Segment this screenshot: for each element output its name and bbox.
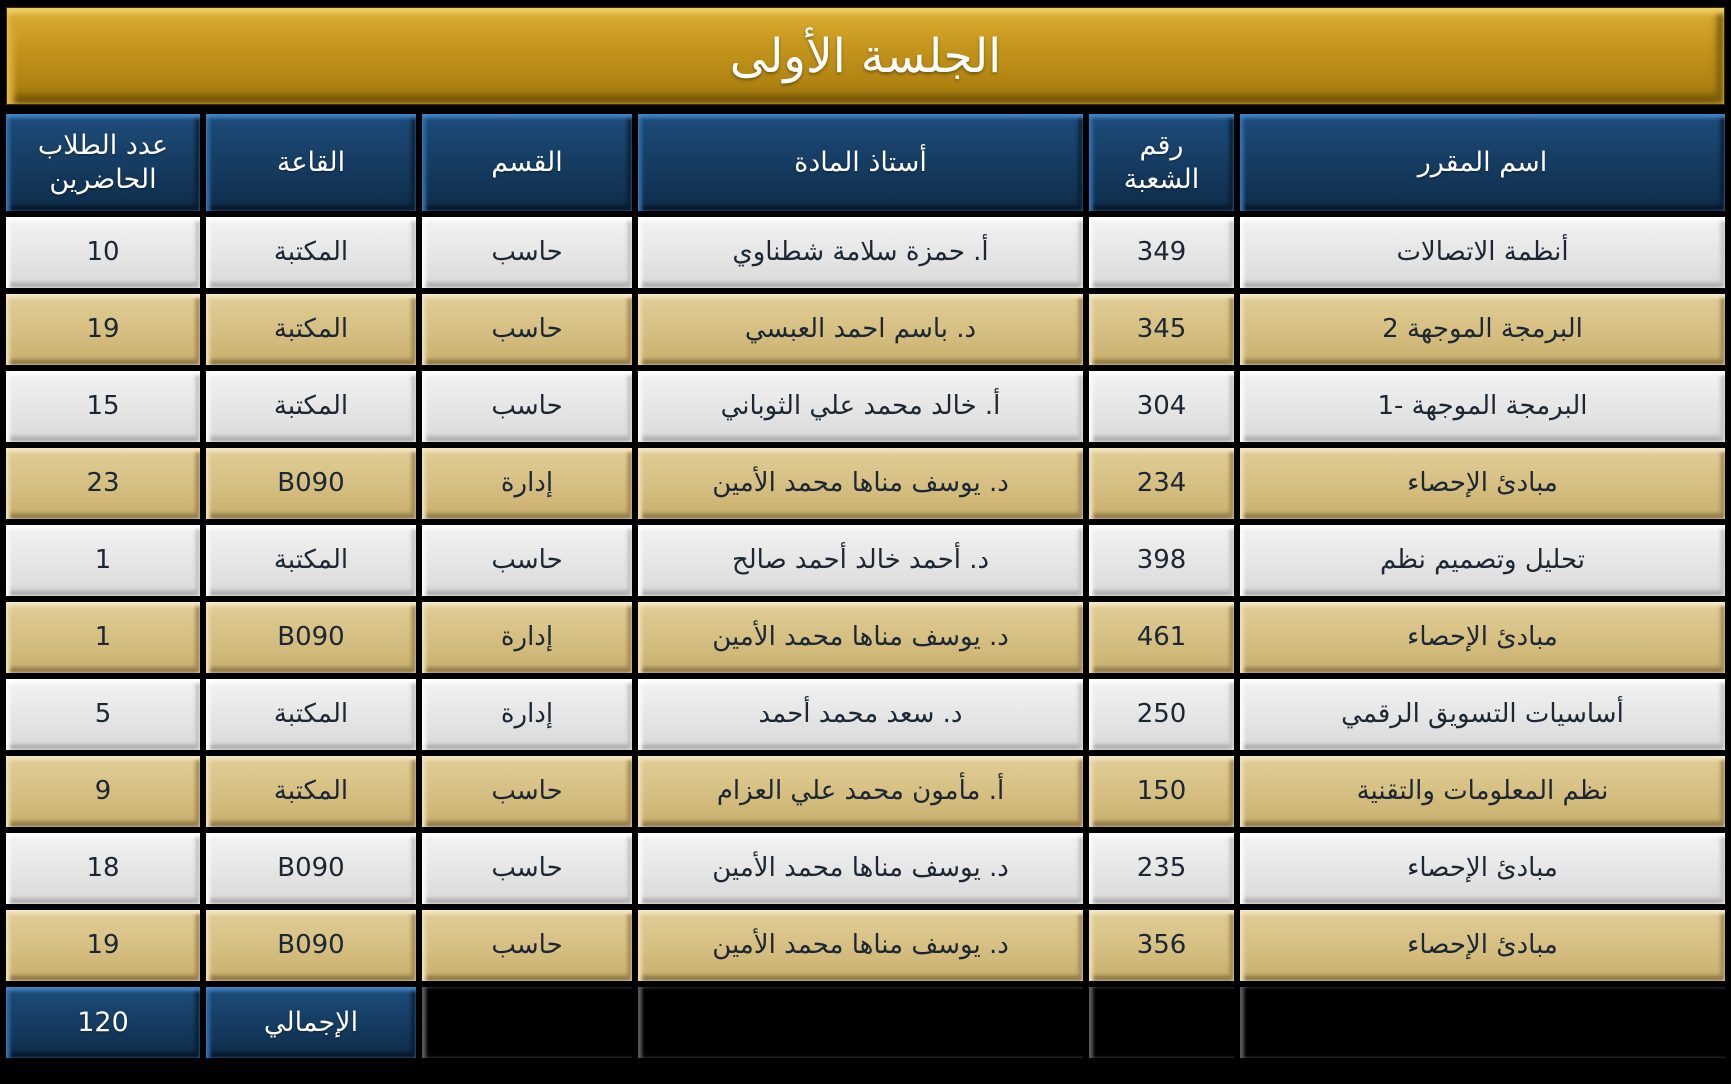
hall-cell: المكتبة <box>206 756 416 827</box>
instructor-cell: د. يوسف مناها محمد الأمين <box>638 910 1083 981</box>
table-row: مبادئ الإحصاء 235 د. يوسف مناها محمد الأ… <box>6 833 1725 904</box>
instructor-cell: أ. حمزة سلامة شطناوي <box>638 217 1083 288</box>
header-department: القسم <box>422 114 632 211</box>
instructor-cell: د. أحمد خالد أحمد صالح <box>638 525 1083 596</box>
total-empty-cell <box>422 987 632 1058</box>
department-cell: حاسب <box>422 756 632 827</box>
hall-cell: المكتبة <box>206 679 416 750</box>
attendees-cell: 1 <box>6 602 200 673</box>
instructor-cell: د. سعد محمد أحمد <box>638 679 1083 750</box>
department-cell: حاسب <box>422 217 632 288</box>
section-cell: 349 <box>1089 217 1234 288</box>
instructor-cell: أ. خالد محمد علي الثوباني <box>638 371 1083 442</box>
header-instructor: أستاذ المادة <box>638 114 1083 211</box>
attendees-cell: 19 <box>6 294 200 365</box>
course-cell: تحليل وتصميم نظم <box>1240 525 1725 596</box>
section-cell: 461 <box>1089 602 1234 673</box>
table-header-row: اسم المقرر رقم الشعبة أستاذ المادة القسم… <box>6 114 1725 211</box>
course-cell: البرمجة الموجهة 2 <box>1240 294 1725 365</box>
total-empty-cell <box>1240 987 1725 1058</box>
header-attendees: عدد الطلاب الحاضرين <box>6 114 200 211</box>
course-cell: البرمجة الموجهة -1 <box>1240 371 1725 442</box>
section-cell: 235 <box>1089 833 1234 904</box>
instructor-cell: أ. مأمون محمد علي العزام <box>638 756 1083 827</box>
course-cell: أساسيات التسويق الرقمي <box>1240 679 1725 750</box>
attendees-cell: 1 <box>6 525 200 596</box>
session-title: الجلسة الأولى <box>729 28 1002 84</box>
section-cell: 345 <box>1089 294 1234 365</box>
total-empty-cell <box>638 987 1083 1058</box>
header-course: اسم المقرر <box>1240 114 1725 211</box>
hall-cell: المكتبة <box>206 217 416 288</box>
hall-cell: B090 <box>206 910 416 981</box>
instructor-cell: د. يوسف مناها محمد الأمين <box>638 448 1083 519</box>
department-cell: حاسب <box>422 910 632 981</box>
department-cell: إدارة <box>422 602 632 673</box>
attendees-cell: 9 <box>6 756 200 827</box>
instructor-cell: د. باسم احمد العبسي <box>638 294 1083 365</box>
table-row: البرمجة الموجهة -1 304 أ. خالد محمد علي … <box>6 371 1725 442</box>
hall-cell: B090 <box>206 602 416 673</box>
department-cell: إدارة <box>422 679 632 750</box>
hall-cell: المكتبة <box>206 371 416 442</box>
table-row: البرمجة الموجهة 2 345 د. باسم احمد العبس… <box>6 294 1725 365</box>
table-row: نظم المعلومات والتقنية 150 أ. مأمون محمد… <box>6 756 1725 827</box>
course-cell: مبادئ الإحصاء <box>1240 910 1725 981</box>
attendees-cell: 15 <box>6 371 200 442</box>
attendees-cell: 10 <box>6 217 200 288</box>
total-label-cell: الإجمالي <box>206 987 416 1058</box>
course-cell: مبادئ الإحصاء <box>1240 602 1725 673</box>
department-cell: حاسب <box>422 294 632 365</box>
section-cell: 356 <box>1089 910 1234 981</box>
table-row: مبادئ الإحصاء 356 د. يوسف مناها محمد الأ… <box>6 910 1725 981</box>
session-banner: الجلسة الأولى <box>6 7 1725 105</box>
course-cell: مبادئ الإحصاء <box>1240 833 1725 904</box>
course-cell: نظم المعلومات والتقنية <box>1240 756 1725 827</box>
course-cell: مبادئ الإحصاء <box>1240 448 1725 519</box>
table-row: أنظمة الاتصالات 349 أ. حمزة سلامة شطناوي… <box>6 217 1725 288</box>
section-cell: 398 <box>1089 525 1234 596</box>
course-cell: أنظمة الاتصالات <box>1240 217 1725 288</box>
attendees-cell: 5 <box>6 679 200 750</box>
department-cell: حاسب <box>422 525 632 596</box>
section-cell: 304 <box>1089 371 1234 442</box>
total-value-cell: 120 <box>6 987 200 1058</box>
instructor-cell: د. يوسف مناها محمد الأمين <box>638 833 1083 904</box>
department-cell: إدارة <box>422 448 632 519</box>
table-row: مبادئ الإحصاء 461 د. يوسف مناها محمد الأ… <box>6 602 1725 673</box>
table-total-row: الإجمالي 120 <box>6 987 1725 1058</box>
section-cell: 234 <box>1089 448 1234 519</box>
table-row: مبادئ الإحصاء 234 د. يوسف مناها محمد الأ… <box>6 448 1725 519</box>
instructor-cell: د. يوسف مناها محمد الأمين <box>638 602 1083 673</box>
section-cell: 250 <box>1089 679 1234 750</box>
hall-cell: B090 <box>206 448 416 519</box>
table-row: أساسيات التسويق الرقمي 250 د. سعد محمد أ… <box>6 679 1725 750</box>
attendees-cell: 19 <box>6 910 200 981</box>
table-row: تحليل وتصميم نظم 398 د. أحمد خالد أحمد ص… <box>6 525 1725 596</box>
hall-cell: المكتبة <box>206 294 416 365</box>
attendees-cell: 23 <box>6 448 200 519</box>
header-hall: القاعة <box>206 114 416 211</box>
hall-cell: المكتبة <box>206 525 416 596</box>
attendees-cell: 18 <box>6 833 200 904</box>
section-cell: 150 <box>1089 756 1234 827</box>
department-cell: حاسب <box>422 371 632 442</box>
total-empty-cell <box>1089 987 1234 1058</box>
department-cell: حاسب <box>422 833 632 904</box>
hall-cell: B090 <box>206 833 416 904</box>
header-section: رقم الشعبة <box>1089 114 1234 211</box>
